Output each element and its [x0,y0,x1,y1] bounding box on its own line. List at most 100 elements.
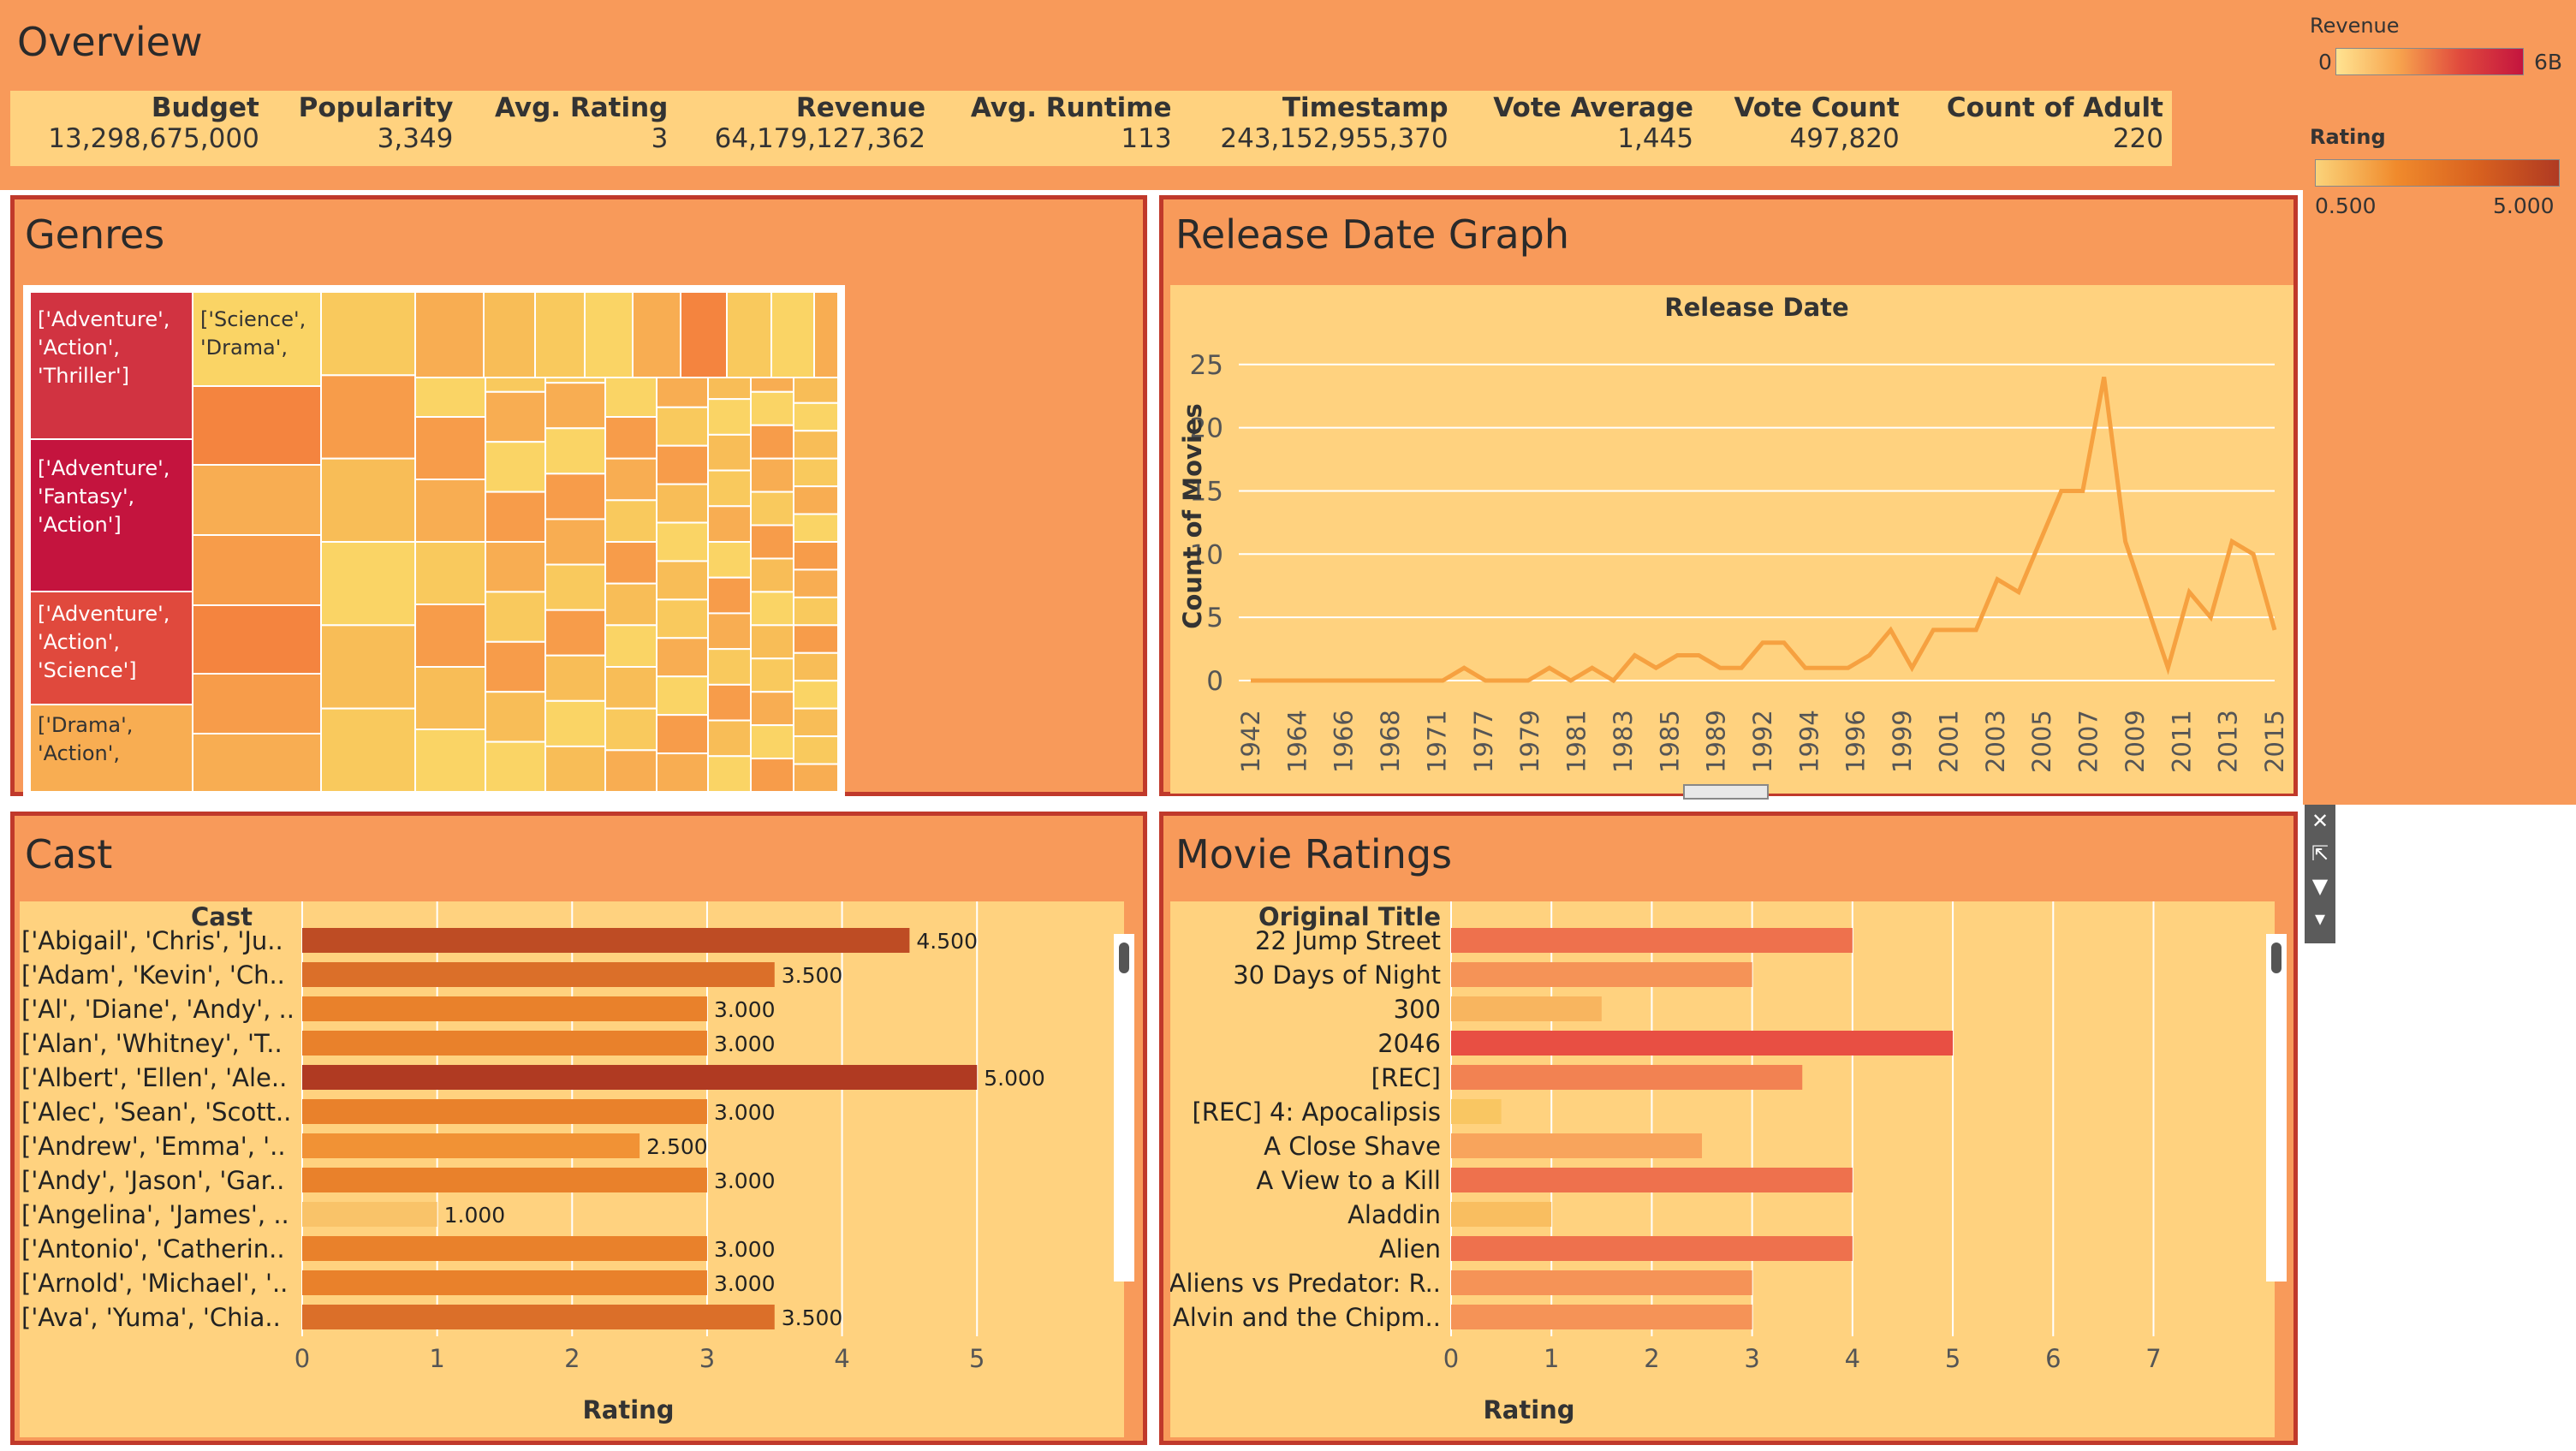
treemap-cell[interactable] [793,680,839,710]
pane-splitter-handle[interactable] [1683,784,1769,800]
treemap-cell[interactable] [320,707,416,793]
bar[interactable] [302,1031,707,1056]
bar[interactable] [302,996,707,1021]
treemap-cell[interactable] [656,714,709,755]
treemap-cell[interactable] [414,479,486,543]
treemap-cell[interactable] [750,557,794,593]
treemap-cell[interactable] [320,541,416,627]
treemap-cell[interactable] [192,673,322,734]
bar[interactable] [1451,1133,1703,1158]
treemap-cell[interactable] [604,416,657,460]
release-chart-area[interactable]: Release Date 0 5 10 15 20 25 Count of Movies 194… [1170,285,2293,794]
treemap-cell[interactable] [604,624,657,669]
treemap-cell[interactable] [485,390,546,443]
category-label[interactable]: 2046 [1377,1029,1441,1058]
treemap-cell[interactable] [656,637,709,678]
treemap-cell[interactable] [750,390,794,426]
treemap-cell[interactable] [485,441,546,493]
cast-scrollbar-thumb[interactable] [1119,943,1129,973]
treemap-cell[interactable] [707,469,752,508]
category-label[interactable]: ['Alec', 'Sean', 'Scott.. [21,1097,291,1127]
category-label[interactable]: ['Adam', 'Kevin', 'Ch.. [21,960,285,990]
treemap-cell[interactable] [750,758,794,793]
treemap-cell[interactable] [656,406,709,447]
filter-icon[interactable]: ▼ [2305,870,2335,902]
bar[interactable] [1451,996,1602,1021]
treemap-cell[interactable] [544,473,606,520]
treemap-cell[interactable] [793,374,839,404]
treemap-cell[interactable] [414,291,485,378]
treemap-cell[interactable] [29,291,193,440]
treemap-cell[interactable] [793,457,839,488]
category-label[interactable]: ['Antonio', 'Catherin.. [21,1234,285,1264]
category-label[interactable]: ['Albert', 'Ellen', 'Ale.. [21,1063,287,1092]
treemap-cell[interactable] [750,724,794,760]
treemap-cell[interactable] [604,374,657,419]
treemap-cell[interactable] [414,541,486,605]
treemap-cell[interactable] [604,499,657,543]
treemap-cell[interactable] [485,491,546,544]
category-label[interactable]: 22 Jump Street [1255,926,1441,955]
treemap-cell[interactable] [750,524,794,560]
treemap-cell[interactable] [192,385,322,466]
bar[interactable] [302,1168,707,1192]
treemap-cell[interactable] [192,733,322,793]
treemap-cell[interactable] [750,491,794,526]
treemap-cell[interactable] [656,675,709,717]
treemap-cell[interactable] [707,576,752,615]
bar[interactable] [1451,928,1853,953]
release-series-line[interactable] [1251,377,2277,684]
bar[interactable] [302,1133,640,1158]
treemap-cell[interactable] [793,485,839,515]
treemap-cell[interactable] [750,657,794,693]
treemap-cell[interactable] [750,457,794,493]
treemap-cell[interactable] [544,699,606,747]
category-label[interactable]: ['Al', 'Diane', 'Andy', .. [21,995,294,1024]
treemap-cell[interactable] [29,704,193,793]
category-label[interactable]: Alien [1379,1234,1441,1264]
bar[interactable] [1451,1031,1954,1056]
cast-bar-chart[interactable]: Cast 0 1 2 3 4 5 Rating ['Abigail', 'Chris', 'Ju… [20,901,1124,1437]
bar[interactable] [1451,1236,1853,1261]
bar[interactable] [302,1065,978,1090]
treemap-cell[interactable] [29,438,193,592]
treemap-cell[interactable] [604,541,657,585]
treemap-cell[interactable] [414,416,486,480]
treemap-cell[interactable] [483,291,536,378]
treemap-cell[interactable] [793,401,839,432]
treemap-cell[interactable] [414,604,486,668]
treemap-cell[interactable] [632,291,681,378]
bar[interactable] [1451,1168,1853,1192]
bar[interactable] [302,1202,437,1227]
open-in-new-icon[interactable]: ⇱ [2305,837,2335,870]
treemap-cell[interactable] [707,541,752,579]
treemap-cell[interactable] [656,560,709,601]
treemap-cell[interactable] [485,541,546,593]
treemap-cell[interactable] [192,604,322,675]
category-label[interactable]: ['Angelina', 'James', .. [21,1200,289,1229]
category-label[interactable]: ['Andy', 'Jason', 'Gar.. [21,1166,284,1195]
treemap-cell[interactable] [750,691,794,727]
bar[interactable] [302,1236,707,1261]
treemap-cell[interactable] [485,740,546,793]
treemap-cell[interactable] [813,291,839,378]
bar[interactable] [1451,1202,1552,1227]
treemap-cell[interactable] [793,707,839,738]
close-icon[interactable]: ✕ [2305,805,2335,837]
treemap-cell[interactable] [793,430,839,460]
treemap-cell[interactable] [750,424,794,460]
treemap-cell[interactable] [793,596,839,627]
category-label[interactable]: Alvin and the Chipm.. [1173,1303,1441,1332]
cast-chart-area[interactable]: Cast 0 1 2 3 4 5 Rating ['Abigail', 'Chris', 'Ju… [20,901,1124,1437]
treemap-cell[interactable] [485,591,546,643]
category-label[interactable]: A Close Shave [1264,1132,1441,1161]
treemap-cell[interactable] [707,683,752,722]
treemap-cell[interactable] [793,541,839,571]
category-label[interactable]: [REC] [1371,1063,1441,1092]
bar[interactable] [1451,1065,1803,1090]
treemap-cell[interactable] [584,291,634,378]
category-label[interactable]: ['Ava', 'Yuma', 'Chia.. [21,1303,281,1332]
bar[interactable] [302,928,910,953]
treemap-cell[interactable] [485,640,546,693]
bar[interactable] [302,1270,707,1295]
